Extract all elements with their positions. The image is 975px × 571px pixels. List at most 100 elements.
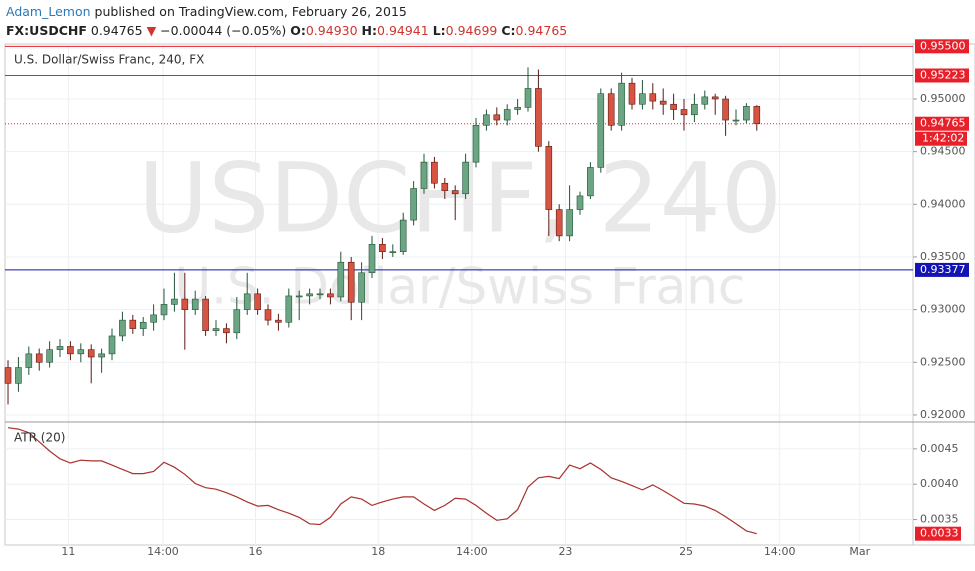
level-label: 0.95223 [920, 68, 966, 81]
candle-body [160, 304, 168, 316]
candle-body [628, 82, 636, 105]
candle-body [659, 100, 667, 105]
header: Adam_Lemon published on TradingView.com,… [6, 2, 567, 40]
candle-body [368, 244, 376, 274]
last-price-label: 0.94765 [920, 117, 966, 130]
chart-legend: U.S. Dollar/Swiss Franc, 240, FX [14, 53, 204, 67]
candle-body [472, 125, 480, 163]
y-tick-label: 0.93000 [920, 303, 966, 316]
candle-body [46, 349, 53, 363]
watermark: USDCHF, 240 [138, 142, 782, 254]
c-label: C: [501, 23, 516, 38]
y-tick-label: 0.94500 [920, 145, 966, 158]
candle-body [587, 167, 594, 197]
x-tick-label: 16 [249, 545, 263, 558]
candle-body [389, 251, 397, 253]
candle-body [77, 349, 85, 355]
change: −0.00044 (−0.05%) [160, 23, 287, 38]
y-tick-label: 0.94000 [920, 197, 966, 210]
candle-body [618, 82, 625, 126]
x-tick-label: 14:00 [456, 545, 488, 558]
author-link[interactable]: Adam_Lemon [6, 4, 91, 19]
candle-body [139, 321, 147, 329]
candle-body [607, 93, 615, 126]
x-tick-label: Mar [849, 545, 870, 558]
atr-line [7, 427, 757, 535]
y-tick-label: 0.93500 [920, 250, 966, 263]
watermark-subtitle: U.S. Dollar/Swiss Franc [175, 258, 746, 316]
candle-body [327, 293, 334, 298]
candle-body [535, 88, 542, 147]
candle-body [358, 272, 365, 303]
level-label-box [915, 262, 969, 277]
x-tick-label: 23 [558, 545, 572, 558]
candle-body [711, 96, 719, 100]
x-tick-label: 14:00 [764, 545, 796, 558]
last-value-box [915, 526, 961, 541]
h-label: H: [361, 23, 378, 38]
candle-body [285, 295, 293, 323]
y-tick-label: 0.95000 [920, 92, 966, 105]
y-tick-label: 0.0035 [920, 513, 959, 526]
y-tick-label: 0.0040 [920, 477, 959, 490]
level-label: 0.93377 [920, 263, 966, 276]
candle-body [98, 353, 105, 358]
candle-body [576, 195, 584, 210]
last-price-box [915, 116, 969, 131]
c-value: 0.94765 [515, 23, 568, 38]
l-label: L: [432, 23, 446, 38]
level-label-box [915, 39, 969, 54]
price: 0.94765 [90, 23, 143, 38]
candle-body [108, 335, 116, 355]
candle-body [732, 119, 740, 122]
candle-body [420, 161, 428, 189]
candle-body [379, 244, 386, 252]
candle-body [212, 328, 220, 331]
candle-body [462, 161, 469, 195]
candle-body [493, 114, 501, 121]
candle-body [275, 319, 282, 323]
candle-body [171, 298, 178, 305]
candle-body [649, 93, 657, 102]
candle-body [503, 109, 511, 121]
candle-body [347, 261, 355, 303]
candle-body [119, 319, 126, 337]
arrow: ▼ [146, 23, 157, 38]
candle-body [316, 293, 324, 296]
x-tick-label: 25 [679, 545, 693, 558]
candle-body [264, 309, 272, 321]
x-tick-label: 11 [61, 545, 75, 558]
candle-body [753, 106, 761, 125]
candle-body [233, 309, 241, 334]
candle-body [514, 107, 521, 110]
candle-body [743, 106, 750, 121]
indicator-legend: ATR (20) [14, 431, 65, 445]
x-tick-label: 18 [371, 545, 385, 558]
candle-body [243, 293, 251, 310]
header-line-2: FX:USDCHF 0.94765 ▼ −0.00044 (−0.05%) O:… [6, 21, 567, 40]
candle-body [545, 146, 553, 210]
o-label: O: [290, 23, 306, 38]
last-value-label: 0.0033 [920, 527, 959, 540]
candle-body [15, 367, 22, 384]
candle-body [451, 190, 459, 195]
candle-body [566, 209, 573, 237]
candle-body [129, 319, 137, 329]
countdown-box [915, 131, 967, 146]
candle-body [150, 314, 157, 323]
candle-body [202, 298, 209, 331]
candle-body [254, 293, 261, 310]
countdown-label: 1:42:02 [922, 132, 964, 145]
candle-body [722, 98, 729, 121]
y-tick-label: 0.92500 [920, 355, 966, 368]
l-value: 0.94699 [445, 23, 498, 38]
o-value: 0.94930 [305, 23, 358, 38]
symbol: FX:USDCHF [6, 23, 87, 38]
candle-body [191, 298, 199, 310]
level-label-box [915, 68, 969, 83]
candle-body [337, 261, 345, 298]
candle-body [555, 209, 563, 237]
candle-body [691, 103, 698, 116]
